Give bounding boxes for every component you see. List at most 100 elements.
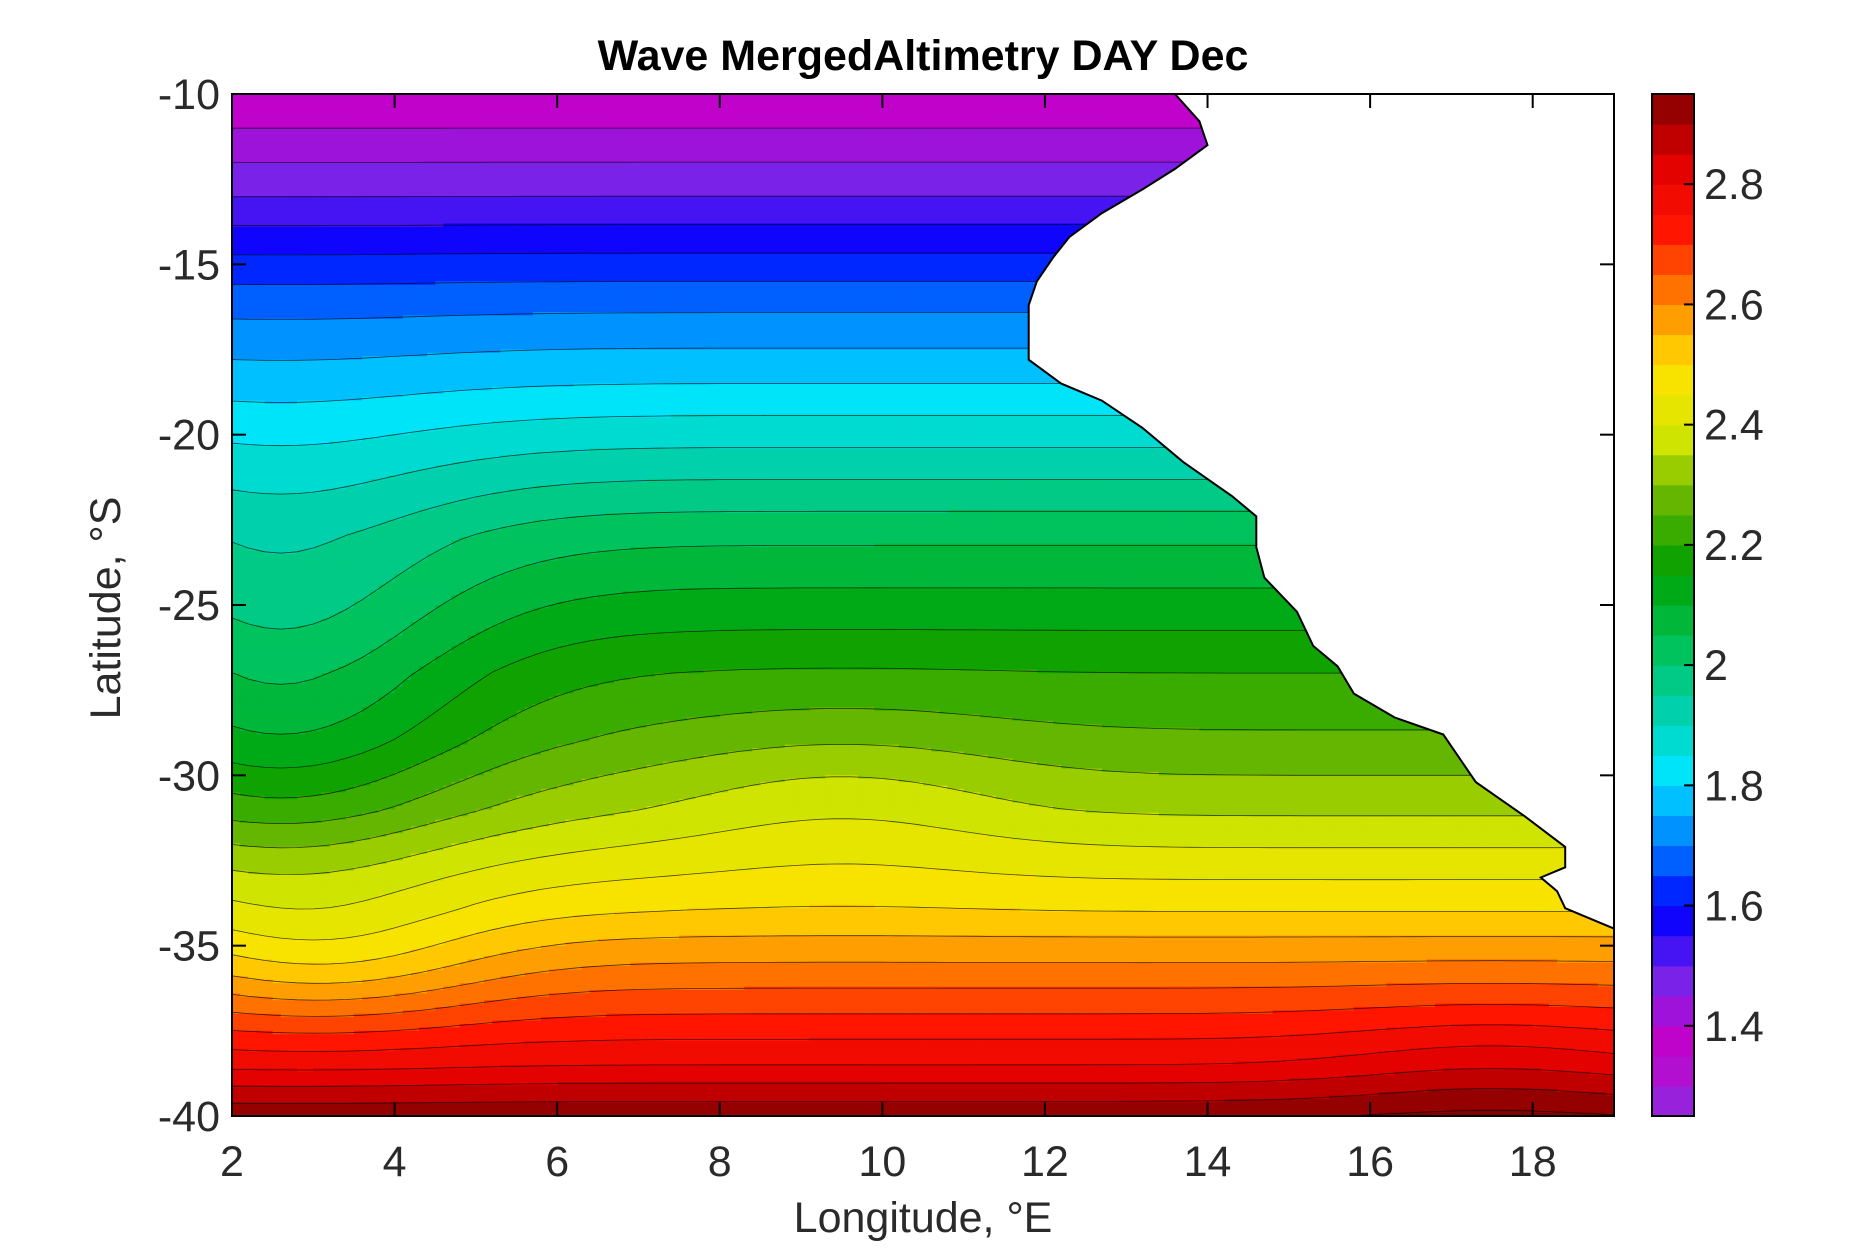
heatmap-cell <box>1118 152 1127 156</box>
heatmap-cell <box>435 155 444 159</box>
heatmap-cell <box>1167 131 1176 135</box>
heatmap-cell <box>256 108 265 112</box>
heatmap-cell <box>321 152 330 156</box>
heatmap-cell <box>939 138 948 142</box>
heatmap-cell <box>1175 138 1184 142</box>
heatmap-cell <box>313 152 322 156</box>
heatmap-cell <box>1004 138 1013 142</box>
heatmap-cell <box>850 142 859 146</box>
heatmap-cell <box>809 135 818 139</box>
heatmap-cell <box>923 97 932 101</box>
heatmap-cell <box>313 114 322 118</box>
heatmap-cell <box>785 101 794 105</box>
heatmap-cell <box>890 111 899 115</box>
heatmap-cell <box>386 142 395 146</box>
heatmap-cell <box>939 118 948 122</box>
heatmap-cell <box>842 152 851 156</box>
heatmap-cell <box>1102 108 1111 112</box>
heatmap-cell <box>923 128 932 132</box>
heatmap-cell <box>964 149 973 153</box>
heatmap-cell <box>500 118 509 122</box>
heatmap-cell <box>565 108 574 112</box>
heatmap-cell <box>476 142 485 146</box>
heatmap-cell <box>338 149 347 153</box>
heatmap-cell <box>265 159 274 163</box>
heatmap-cell <box>508 97 517 101</box>
heatmap-cell <box>785 131 794 135</box>
heatmap-cell <box>1110 108 1119 112</box>
heatmap-cell <box>330 111 339 115</box>
heatmap-cell <box>1021 131 1030 135</box>
heatmap-cell <box>403 152 412 156</box>
heatmap-cell <box>622 142 631 146</box>
heatmap-cell <box>386 118 395 122</box>
heatmap-cell <box>728 138 737 142</box>
heatmap-cell <box>1175 155 1184 159</box>
heatmap-cell <box>1021 149 1030 153</box>
heatmap-cell <box>370 108 379 112</box>
heatmap-cell <box>460 131 469 135</box>
heatmap-cell <box>248 159 257 163</box>
heatmap-cell <box>533 104 542 108</box>
heatmap-cell <box>687 97 696 101</box>
heatmap-cell <box>907 101 916 105</box>
heatmap-cell <box>1118 131 1127 135</box>
heatmap-cell <box>411 138 420 142</box>
heatmap-cell <box>858 128 867 132</box>
heatmap-cell <box>500 138 509 142</box>
heatmap-cell <box>354 114 363 118</box>
heatmap-cell <box>1142 138 1151 142</box>
heatmap-cell <box>899 152 908 156</box>
heatmap-cell <box>1110 131 1119 135</box>
heatmap-cell <box>899 114 908 118</box>
heatmap-cell <box>1110 114 1119 118</box>
heatmap-cell <box>1151 135 1160 139</box>
heatmap-cell <box>663 121 672 125</box>
heatmap-cell <box>785 135 794 139</box>
heatmap-cell <box>842 118 851 122</box>
heatmap-cell <box>427 152 436 156</box>
heatmap-cell <box>346 145 355 149</box>
heatmap-cell <box>451 142 460 146</box>
heatmap-cell <box>492 121 501 125</box>
heatmap-cell <box>744 152 753 156</box>
heatmap-cell <box>606 131 615 135</box>
heatmap-cell <box>362 111 371 115</box>
heatmap-cell <box>232 159 241 163</box>
heatmap-cell <box>362 121 371 125</box>
heatmap-cell <box>1102 152 1111 156</box>
heatmap-cell <box>785 108 794 112</box>
heatmap-cell <box>915 114 924 118</box>
heatmap-cell <box>338 97 347 101</box>
heatmap-cell <box>769 135 778 139</box>
heatmap-cell <box>573 155 582 159</box>
heatmap-cell <box>362 155 371 159</box>
heatmap-cell <box>232 108 241 112</box>
heatmap-cell <box>1004 108 1013 112</box>
heatmap-cell <box>1142 128 1151 132</box>
heatmap-cell <box>386 114 395 118</box>
heatmap-cell <box>1151 142 1160 146</box>
heatmap-cell <box>1045 135 1054 139</box>
heatmap-cell <box>606 114 615 118</box>
heatmap-cell <box>1134 121 1143 125</box>
heatmap-cell <box>606 128 615 132</box>
heatmap-cell <box>939 155 948 159</box>
heatmap-cell <box>1045 128 1054 132</box>
heatmap-cell <box>1151 97 1160 101</box>
heatmap-cell <box>1069 135 1078 139</box>
heatmap-cell <box>1045 97 1054 101</box>
heatmap-cell <box>386 135 395 139</box>
heatmap-cell <box>330 152 339 156</box>
heatmap-cell <box>964 101 973 105</box>
heatmap-cell <box>663 138 672 142</box>
heatmap-cell <box>1086 155 1095 159</box>
heatmap-cell <box>606 152 615 156</box>
heatmap-cell <box>907 142 916 146</box>
heatmap-cell <box>630 97 639 101</box>
heatmap-cell <box>403 135 412 139</box>
heatmap-cell <box>1134 108 1143 112</box>
heatmap-cell <box>273 159 282 163</box>
heatmap-cell <box>614 114 623 118</box>
heatmap-cell <box>541 114 550 118</box>
